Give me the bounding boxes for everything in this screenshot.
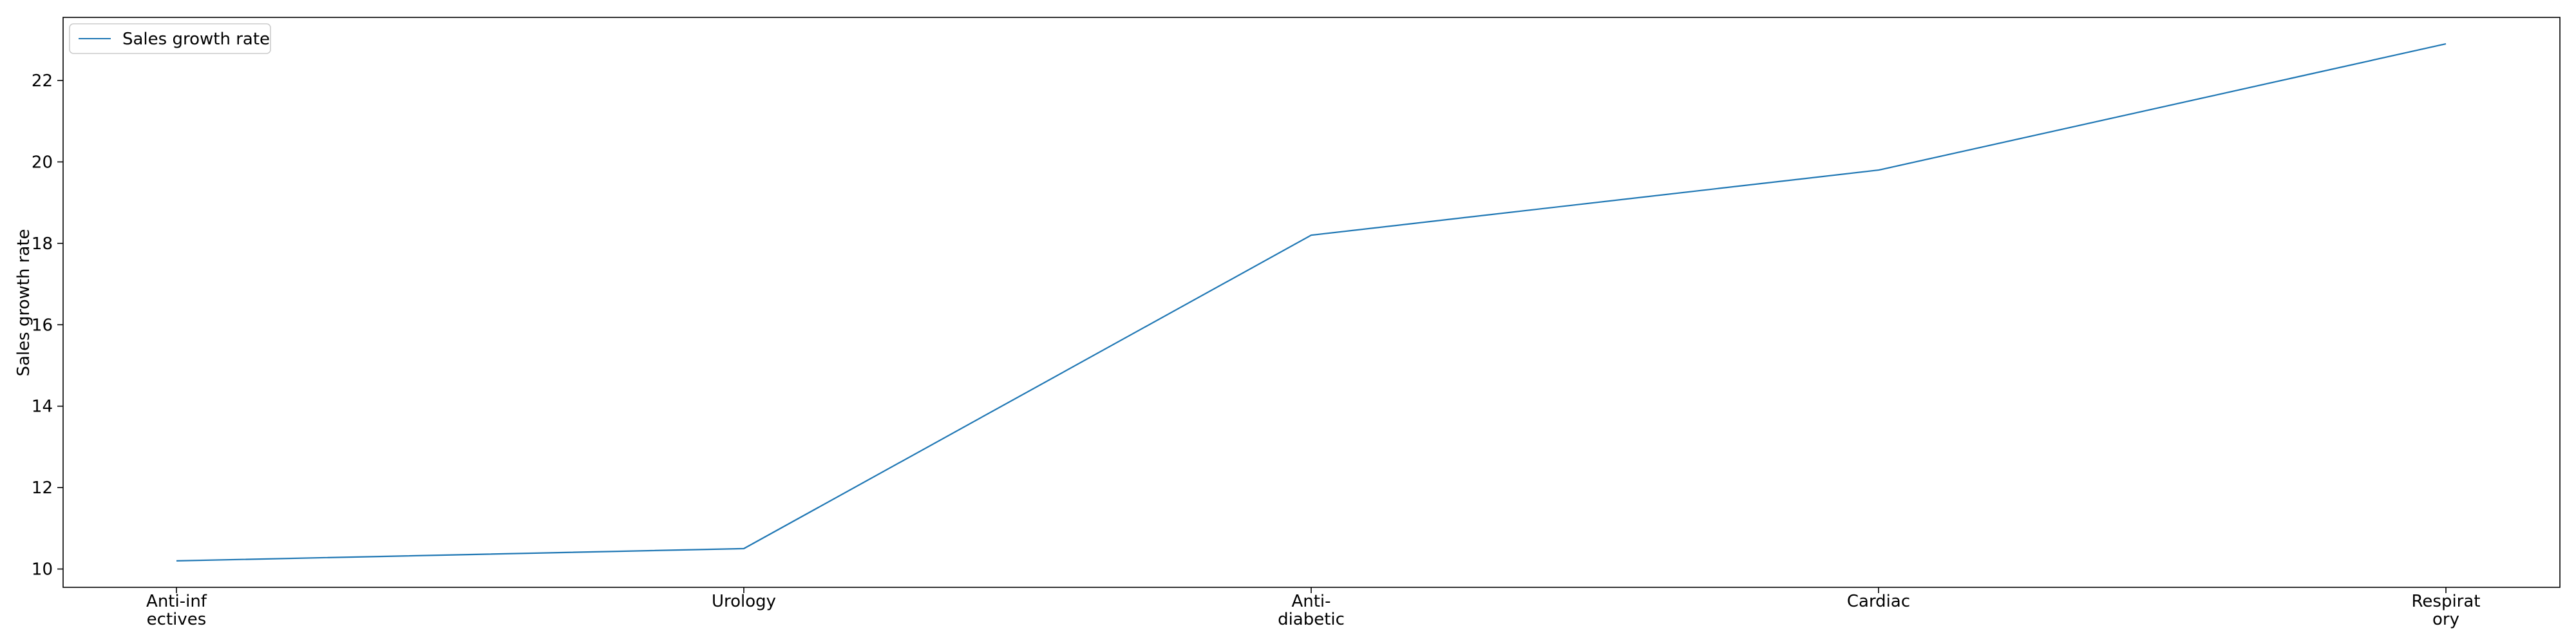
y-tick-label: 18 (32, 234, 53, 254)
x-tick-label: Anti-inf (146, 592, 207, 611)
x-tick-label: Urology (712, 592, 776, 611)
x-tick-label: Anti- (1291, 592, 1331, 611)
legend: Sales growth rate (69, 23, 271, 54)
y-tick-label: 10 (32, 560, 53, 580)
x-tick-label: Respirat (2412, 592, 2481, 611)
y-tick-label: 16 (32, 316, 53, 335)
legend-label: Sales growth rate (122, 30, 270, 49)
series-line-0 (176, 43, 2447, 562)
y-tick-label: 22 (32, 71, 53, 91)
y-tick-label: 20 (32, 153, 53, 172)
x-tick-label: ory (2432, 610, 2459, 629)
x-tick-label: ectives (147, 610, 207, 629)
plot-area (176, 43, 2447, 562)
y-axis-label: Sales growth rate (14, 229, 33, 376)
y-tick-label: 14 (32, 397, 53, 417)
y-tick-label: 12 (32, 478, 53, 498)
legend-frame (69, 23, 271, 54)
x-tick-label: diabetic (1278, 610, 1345, 629)
y-axis: 10 12 14 16 18 20 22 (32, 71, 63, 580)
x-tick-label: Cardiac (1847, 592, 1910, 611)
